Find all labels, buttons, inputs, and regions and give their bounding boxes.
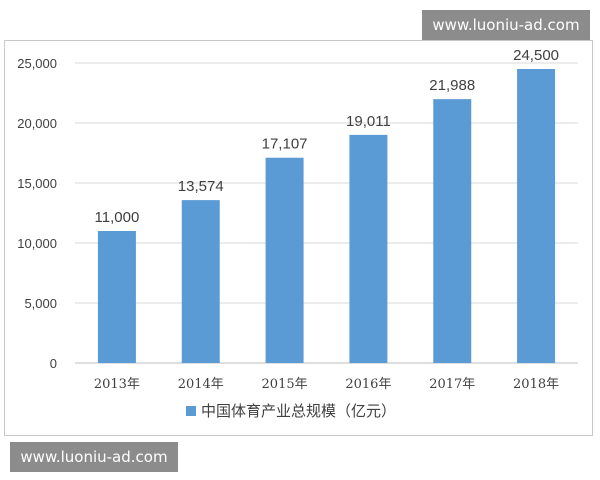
- data-label: 13,574: [178, 178, 224, 195]
- x-tick-label: 2017年: [429, 377, 475, 392]
- watermark-top: www.luoniu-ad.com: [422, 10, 590, 40]
- x-tick-label: 2015年: [262, 377, 308, 392]
- watermark-bottom: www.luoniu-ad.com: [10, 442, 178, 472]
- bars: [97, 69, 556, 364]
- bar: [181, 200, 220, 363]
- x-tick-label: 2018年: [513, 377, 559, 392]
- legend-label: 中国体育产业总规模（亿元）: [201, 402, 396, 420]
- y-tick-label: 20,000: [17, 116, 57, 131]
- y-tick-label: 15,000: [17, 176, 57, 191]
- data-label: 24,500: [513, 47, 559, 64]
- y-axis-tick-labels: 0 5,000 10,000 15,000 20,000 25,000: [17, 56, 57, 371]
- data-label: 11,000: [95, 209, 140, 226]
- y-tick-label: 25,000: [17, 56, 57, 71]
- data-label: 17,107: [262, 136, 308, 153]
- x-axis-tick-labels: 2013年 2014年 2015年 2016年 2017年 2018年: [94, 377, 559, 392]
- gridlines: [75, 62, 578, 364]
- bar: [349, 134, 388, 363]
- x-tick-label: 2016年: [345, 377, 391, 392]
- bar: [265, 157, 304, 363]
- y-tick-label: 10,000: [17, 236, 57, 251]
- data-labels: 11,000 13,574 17,107 19,011 21,988 24,500: [95, 47, 559, 226]
- data-label: 21,988: [429, 77, 475, 94]
- bar: [517, 69, 556, 363]
- y-tick-label: 5,000: [24, 296, 57, 311]
- data-label: 19,011: [346, 113, 391, 130]
- bar: [433, 99, 472, 364]
- legend-swatch: [186, 406, 196, 416]
- legend: 中国体育产业总规模（亿元）: [186, 402, 396, 420]
- y-tick-label: 0: [50, 356, 57, 371]
- x-tick-label: 2013年: [94, 377, 140, 392]
- x-tick-label: 2014年: [178, 377, 224, 392]
- bar: [97, 231, 136, 363]
